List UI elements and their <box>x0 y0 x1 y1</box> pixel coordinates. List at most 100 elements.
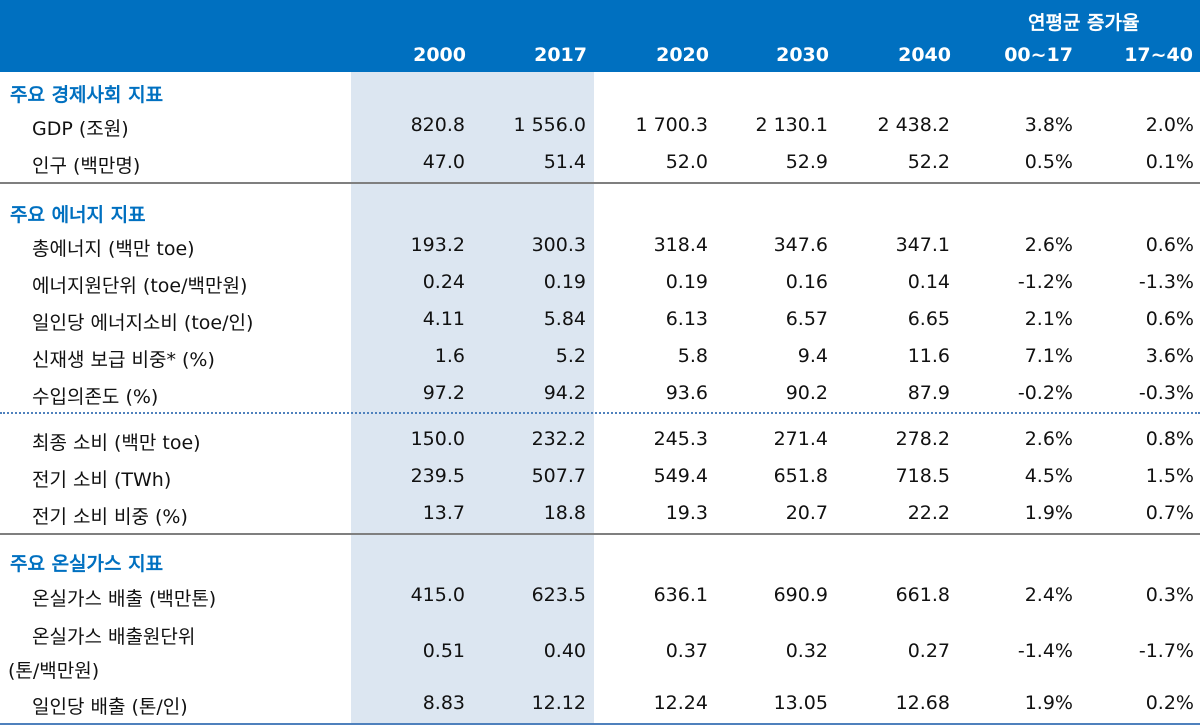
section-divider <box>0 533 1200 535</box>
cell: 2.4% <box>1024 584 1073 606</box>
cell: 549.4 <box>653 465 708 487</box>
cell: 0.3% <box>1145 584 1194 606</box>
section-title-energy: 주요 에너지 지표 <box>10 204 146 226</box>
row-label: 인구 (백만명) <box>32 155 141 177</box>
cell: 0.24 <box>422 271 465 293</box>
table-row: 총에너지 (백만 toe) 193.2 300.3 318.4 347.6 34… <box>0 228 1200 265</box>
table-row: 에너지원단위 (toe/백만원) 0.24 0.19 0.19 0.16 0.1… <box>0 265 1200 302</box>
cell: 1 556.0 <box>513 114 586 136</box>
table-row: 수입의존도 (%) 97.2 94.2 93.6 90.2 87.9 -0.2%… <box>0 376 1200 413</box>
cell: 278.2 <box>895 428 950 450</box>
cell: 0.14 <box>907 271 950 293</box>
col-header-17-40: 17~40 <box>1124 44 1193 66</box>
cell: 51.4 <box>543 151 586 173</box>
cell: 718.5 <box>895 465 950 487</box>
cell: 0.51 <box>422 640 465 662</box>
cell: 9.4 <box>797 345 828 367</box>
cell: 47.0 <box>422 151 465 173</box>
row-label: 일인당 배출 (톤/인) <box>32 696 188 718</box>
col-header-2017: 2017 <box>534 44 587 66</box>
cell: 3.8% <box>1024 114 1073 136</box>
table-row: 일인당 배출 (톤/인) 8.83 12.12 12.24 13.05 12.6… <box>0 686 1200 723</box>
cell: 820.8 <box>410 114 465 136</box>
cell: 300.3 <box>531 234 586 256</box>
cell: 2 130.1 <box>755 114 828 136</box>
cell: 1.9% <box>1024 692 1073 714</box>
table-row: GDP (조원) 820.8 1 556.0 1 700.3 2 130.1 2… <box>0 108 1200 145</box>
col-header-2000: 2000 <box>413 44 466 66</box>
table-row: 인구 (백만명) 47.0 51.4 52.0 52.9 52.2 0.5% 0… <box>0 145 1200 182</box>
cell: 22.2 <box>907 502 950 524</box>
cell: 11.6 <box>907 345 950 367</box>
cell: 636.1 <box>653 584 708 606</box>
cell: 0.32 <box>785 640 828 662</box>
cell: 13.7 <box>422 502 465 524</box>
cell: 1 700.3 <box>635 114 708 136</box>
cell: 94.2 <box>543 382 586 404</box>
row-label-unit: (톤/백만원) <box>8 660 100 682</box>
section-title-economy: 주요 경제사회 지표 <box>10 84 164 106</box>
cell: 52.9 <box>785 151 828 173</box>
table-row: 전기 소비 비중 (%) 13.7 18.8 19.3 20.7 22.2 1.… <box>0 496 1200 533</box>
cell: 12.12 <box>531 692 586 714</box>
cell: 2.1% <box>1024 308 1073 330</box>
cell: -1.2% <box>1017 271 1073 293</box>
cell: 12.68 <box>895 692 950 714</box>
table-row: 최종 소비 (백만 toe) 150.0 232.2 245.3 271.4 2… <box>0 422 1200 459</box>
cell: -1.4% <box>1017 640 1073 662</box>
cell: 0.2% <box>1145 692 1194 714</box>
row-label: GDP (조원) <box>32 118 129 140</box>
cell: 2.6% <box>1024 428 1073 450</box>
cell: 18.8 <box>543 502 586 524</box>
cell: 623.5 <box>531 584 586 606</box>
cell: 0.40 <box>543 640 586 662</box>
row-label: 온실가스 배출 (백만톤) <box>32 588 217 610</box>
cell: 12.24 <box>653 692 708 714</box>
row-label: 총에너지 (백만 toe) <box>32 238 195 260</box>
cell: 0.27 <box>907 640 950 662</box>
table-row: 0.51 0.40 0.37 0.32 0.27 -1.4% -1.7% <box>0 634 1200 671</box>
row-label: 에너지원단위 (toe/백만원) <box>32 275 248 297</box>
cell: 2.6% <box>1024 234 1073 256</box>
row-label: 최종 소비 (백만 toe) <box>32 432 201 454</box>
cell: 19.3 <box>665 502 708 524</box>
cell: 0.6% <box>1145 234 1194 256</box>
row-label: 일인당 에너지소비 (toe/인) <box>32 312 254 334</box>
cell: 52.2 <box>907 151 950 173</box>
cell: 87.9 <box>907 382 950 404</box>
cell: 0.19 <box>543 271 586 293</box>
col-header-00-17: 00~17 <box>1004 44 1073 66</box>
col-header-2040: 2040 <box>898 44 951 66</box>
cell: 6.57 <box>785 308 828 330</box>
cell: 0.1% <box>1145 151 1194 173</box>
cell: 150.0 <box>410 428 465 450</box>
cell: 3.6% <box>1145 345 1194 367</box>
cell: 0.16 <box>785 271 828 293</box>
cell: 651.8 <box>773 465 828 487</box>
cell: -0.2% <box>1017 382 1073 404</box>
section-title-ghg: 주요 온실가스 지표 <box>10 553 164 575</box>
cell: 7.1% <box>1024 345 1073 367</box>
cell: 347.6 <box>773 234 828 256</box>
cell: 2.0% <box>1145 114 1194 136</box>
cell: 318.4 <box>653 234 708 256</box>
cell: 6.13 <box>665 308 708 330</box>
row-label: 온실가스 배출원단위 <box>32 626 196 648</box>
cell: 90.2 <box>785 382 828 404</box>
table-row: 신재생 보급 비중* (%) 1.6 5.2 5.8 9.4 11.6 7.1%… <box>0 339 1200 376</box>
table-header: 연평균 증가율 2000 2017 2020 2030 2040 00~17 1… <box>0 0 1200 72</box>
cell: 0.37 <box>665 640 708 662</box>
cell: 245.3 <box>653 428 708 450</box>
highlight-column-band <box>351 72 594 724</box>
cell: -0.3% <box>1138 382 1194 404</box>
cell: 0.7% <box>1145 502 1194 524</box>
subsection-divider <box>0 412 1200 414</box>
cell: 0.5% <box>1024 151 1073 173</box>
cell: 1.9% <box>1024 502 1073 524</box>
cell: 1.6 <box>434 345 465 367</box>
cell: 4.5% <box>1024 465 1073 487</box>
cell: 0.8% <box>1145 428 1194 450</box>
cell: 661.8 <box>895 584 950 606</box>
cell: 415.0 <box>410 584 465 606</box>
